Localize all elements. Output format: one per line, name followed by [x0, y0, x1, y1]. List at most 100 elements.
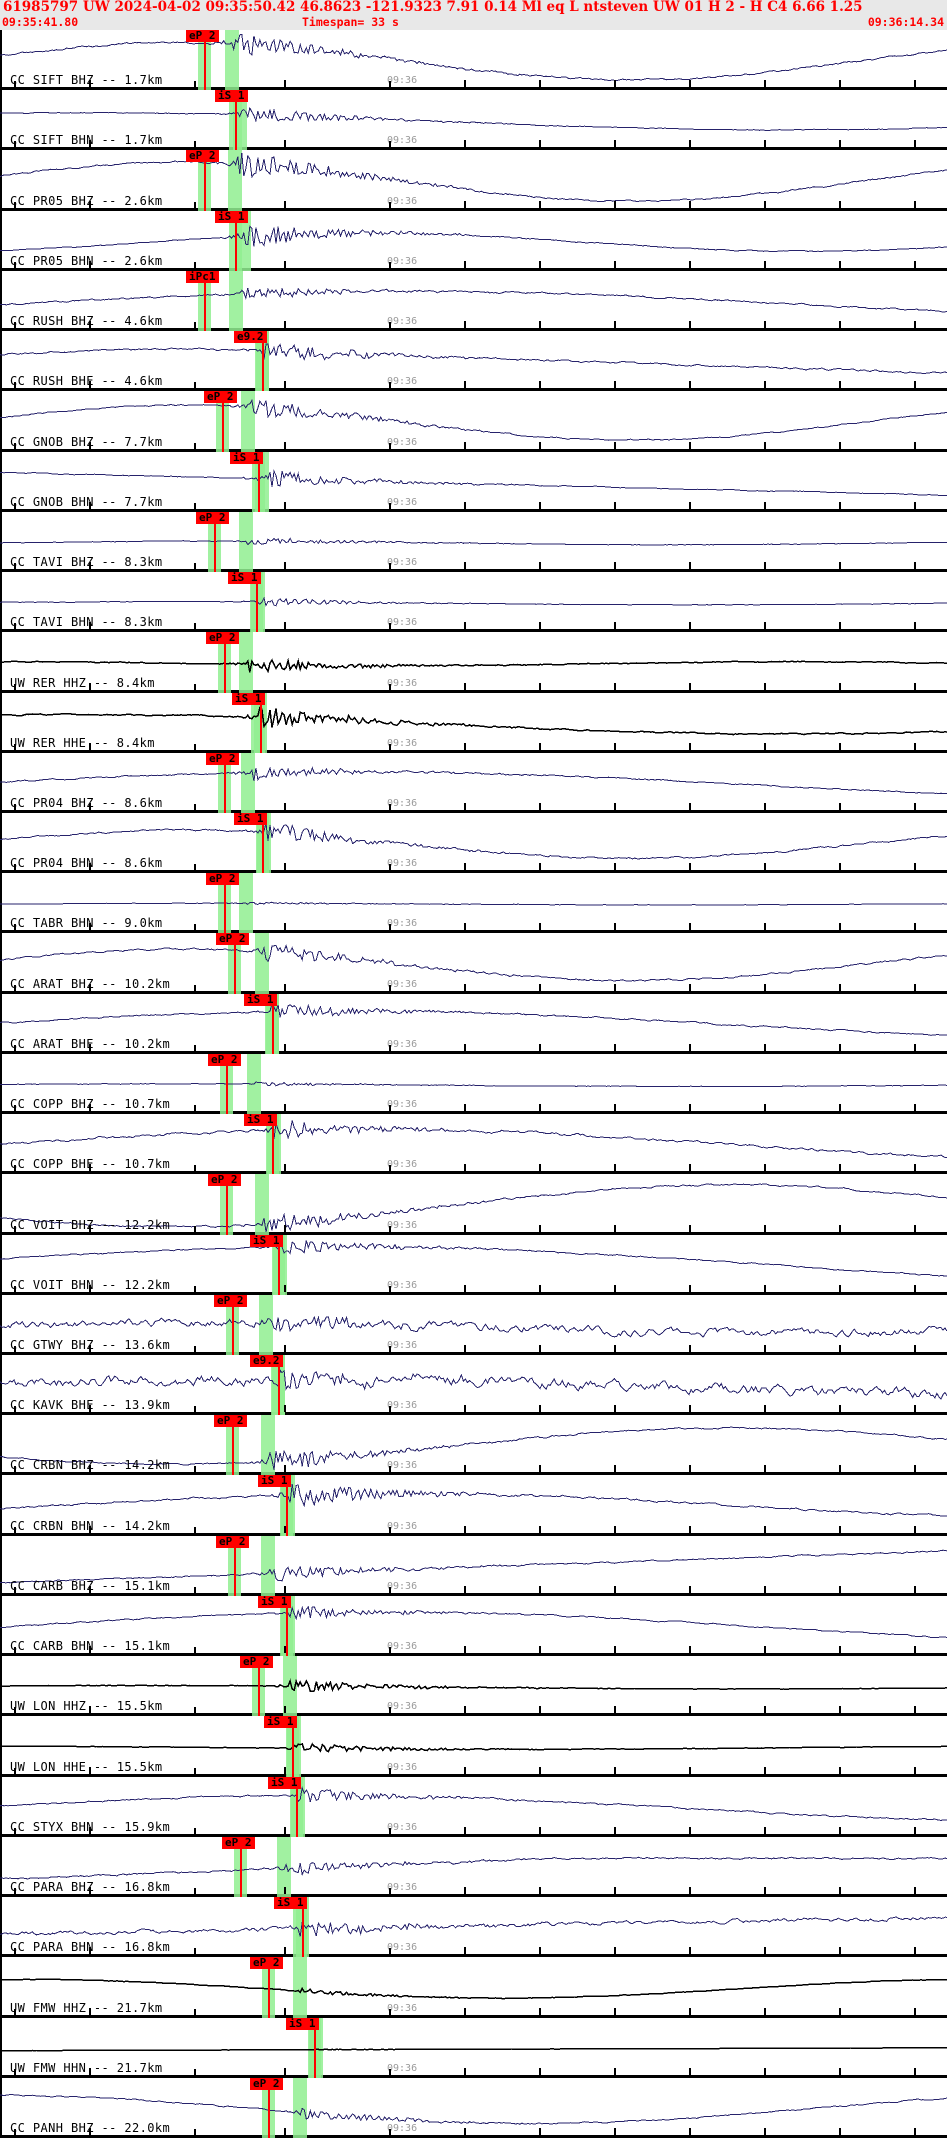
- channel-label[interactable]: UW RER HHE -- 8.4km: [10, 736, 155, 750]
- channel-label[interactable]: UW LON HHE -- 15.5km: [10, 1760, 163, 1774]
- trace-panel[interactable]: iS 1 09:36 CC PARA BHN -- 16.8km: [0, 1897, 947, 1957]
- trace-panel[interactable]: eP 2 09:36 CC CARB BHZ -- 15.1km: [0, 1536, 947, 1596]
- phase-pick-line[interactable]: [278, 1235, 280, 1295]
- phase-pick-label[interactable]: eP 2: [208, 1174, 241, 1186]
- phase-pick-label[interactable]: iS 1: [268, 1777, 301, 1789]
- channel-label[interactable]: CC RUSH BHZ -- 4.6km: [10, 314, 163, 328]
- phase-pick-line[interactable]: [258, 1656, 260, 1716]
- phase-pick-line[interactable]: [260, 693, 262, 753]
- channel-label[interactable]: CC GNOB BHZ -- 7.7km: [10, 435, 163, 449]
- phase-pick-line[interactable]: [224, 753, 226, 813]
- phase-pick-line[interactable]: [235, 211, 237, 271]
- phase-pick-label[interactable]: eP 2: [186, 30, 219, 42]
- phase-pick-label[interactable]: iS 1: [228, 572, 261, 584]
- phase-pick-line[interactable]: [268, 1957, 270, 2018]
- phase-pick-label[interactable]: iS 1: [258, 1596, 291, 1608]
- trace-panel[interactable]: eP 2 09:36 CC TABR BHN -- 9.0km: [0, 873, 947, 933]
- channel-label[interactable]: CC PR05 BHN -- 2.6km: [10, 254, 163, 268]
- phase-pick-line[interactable]: [268, 2078, 270, 2138]
- channel-label[interactable]: CC PR04 BHZ -- 8.6km: [10, 796, 163, 810]
- phase-pick-label[interactable]: eP 2: [240, 1656, 273, 1668]
- phase-pick-line[interactable]: [292, 1716, 294, 1777]
- phase-pick-label[interactable]: eP 2: [214, 1295, 247, 1307]
- channel-label[interactable]: CC TAVI BHZ -- 8.3km: [10, 555, 163, 569]
- phase-pick-label[interactable]: eP 2: [204, 391, 237, 403]
- phase-pick-line[interactable]: [262, 331, 264, 391]
- trace-panel[interactable]: iS 1 09:36 CC ARAT BHE -- 10.2km: [0, 994, 947, 1054]
- phase-pick-line[interactable]: [286, 1596, 288, 1656]
- trace-panel[interactable]: iS 1 09:36 CC PR04 BHN -- 8.6km: [0, 813, 947, 873]
- phase-pick-line[interactable]: [302, 1897, 304, 1957]
- trace-panel[interactable]: eP 2 09:36 CC PR05 BHZ -- 2.6km: [0, 150, 947, 211]
- phase-pick-label[interactable]: eP 2: [216, 1536, 249, 1548]
- phase-pick-line[interactable]: [224, 873, 226, 933]
- phase-pick-label[interactable]: eP 2: [214, 1415, 247, 1427]
- phase-pick-label[interactable]: eP 2: [206, 873, 239, 885]
- trace-panel[interactable]: eP 2 09:36 CC PANH BHZ -- 22.0km: [0, 2078, 947, 2138]
- channel-label[interactable]: CC PR05 BHZ -- 2.6km: [10, 194, 163, 208]
- phase-pick-label[interactable]: eP 2: [196, 512, 229, 524]
- phase-pick-label[interactable]: iS 1: [244, 994, 277, 1006]
- phase-pick-line[interactable]: [204, 30, 206, 90]
- phase-pick-label[interactable]: iS 1: [286, 2018, 319, 2030]
- phase-pick-label[interactable]: iS 1: [250, 1235, 283, 1247]
- trace-panel[interactable]: eP 2 09:36 CC GTWY BHZ -- 13.6km: [0, 1295, 947, 1355]
- channel-label[interactable]: UW LON HHZ -- 15.5km: [10, 1699, 163, 1713]
- trace-panel[interactable]: iS 1 09:36 CC GNOB BHN -- 7.7km: [0, 452, 947, 512]
- trace-panel[interactable]: e9.2 09:36 CC RUSH BHE -- 4.6km: [0, 331, 947, 391]
- trace-panel[interactable]: iS 1 09:36 CC COPP BHE -- 10.7km: [0, 1114, 947, 1174]
- phase-pick-label[interactable]: iS 1: [230, 452, 263, 464]
- phase-pick-label[interactable]: iPc1: [186, 271, 219, 283]
- phase-pick-line[interactable]: [240, 1837, 242, 1897]
- phase-pick-label[interactable]: eP 2: [186, 150, 219, 162]
- phase-pick-line[interactable]: [262, 813, 264, 873]
- phase-pick-line[interactable]: [232, 1415, 234, 1475]
- trace-panel[interactable]: eP 2 09:36 UW FMW HHZ -- 21.7km: [0, 1957, 947, 2018]
- trace-panel[interactable]: eP 2 09:36 CC SIFT BHZ -- 1.7km: [0, 30, 947, 90]
- trace-panel[interactable]: eP 2 09:36 CC CRBN BHZ -- 14.2km: [0, 1415, 947, 1475]
- phase-pick-label[interactable]: eP 2: [250, 2078, 283, 2090]
- trace-panel[interactable]: iS 1 09:36 CC TAVI BHN -- 8.3km: [0, 572, 947, 632]
- trace-panel[interactable]: iS 1 09:36 CC CARB BHN -- 15.1km: [0, 1596, 947, 1656]
- trace-panel[interactable]: eP 2 09:36 CC VOIT BHZ -- 12.2km: [0, 1174, 947, 1235]
- phase-pick-line[interactable]: [224, 632, 226, 693]
- phase-pick-line[interactable]: [296, 1777, 298, 1837]
- phase-pick-line[interactable]: [232, 1295, 234, 1355]
- phase-pick-label[interactable]: eP 2: [206, 632, 239, 644]
- trace-panel[interactable]: eP 2 09:36 CC ARAT BHZ -- 10.2km: [0, 933, 947, 994]
- channel-label[interactable]: CC TAVI BHN -- 8.3km: [10, 615, 163, 629]
- phase-pick-line[interactable]: [272, 994, 274, 1054]
- trace-panel[interactable]: iS 1 09:36 CC STYX BHN -- 15.9km: [0, 1777, 947, 1837]
- trace-panel[interactable]: e9.2 09:36 CC KAVK BHE -- 13.9km: [0, 1355, 947, 1415]
- trace-panel[interactable]: iS 1 09:36 UW LON HHE -- 15.5km: [0, 1716, 947, 1777]
- phase-pick-label[interactable]: iS 1: [244, 1114, 277, 1126]
- trace-panel[interactable]: eP 2 09:36 CC PR04 BHZ -- 8.6km: [0, 753, 947, 813]
- trace-panel[interactable]: eP 2 09:36 CC TAVI BHZ -- 8.3km: [0, 512, 947, 572]
- phase-pick-line[interactable]: [204, 150, 206, 211]
- phase-pick-label[interactable]: eP 2: [250, 1957, 283, 1969]
- phase-pick-label[interactable]: iS 1: [234, 813, 267, 825]
- channel-label[interactable]: UW FMW HHZ -- 21.7km: [10, 2001, 163, 2015]
- phase-pick-line[interactable]: [234, 933, 236, 994]
- phase-pick-line[interactable]: [234, 1536, 236, 1596]
- trace-panel[interactable]: eP 2 09:36 CC PARA BHZ -- 16.8km: [0, 1837, 947, 1897]
- trace-panel[interactable]: iS 1 09:36 UW FMW HHN -- 21.7km: [0, 2018, 947, 2078]
- phase-pick-label[interactable]: eP 2: [222, 1837, 255, 1849]
- phase-pick-line[interactable]: [214, 512, 216, 572]
- channel-label[interactable]: CC TABR BHN -- 9.0km: [10, 916, 163, 930]
- phase-pick-label[interactable]: eP 2: [216, 933, 249, 945]
- channel-label[interactable]: UW RER HHZ -- 8.4km: [10, 676, 155, 690]
- trace-panel[interactable]: eP 2 09:36 UW LON HHZ -- 15.5km: [0, 1656, 947, 1716]
- trace-panel[interactable]: iS 1 09:36 CC CRBN BHN -- 14.2km: [0, 1475, 947, 1536]
- channel-label[interactable]: CC RUSH BHE -- 4.6km: [10, 374, 163, 388]
- phase-pick-label[interactable]: iS 1: [258, 1475, 291, 1487]
- phase-pick-label[interactable]: iS 1: [215, 211, 248, 223]
- channel-label[interactable]: CC SIFT BHZ -- 1.7km: [10, 73, 163, 87]
- trace-panel[interactable]: eP 2 09:36 UW RER HHZ -- 8.4km: [0, 632, 947, 693]
- phase-pick-line[interactable]: [226, 1054, 228, 1114]
- trace-panel[interactable]: iPc1 09:36 CC RUSH BHZ -- 4.6km: [0, 271, 947, 331]
- phase-pick-line[interactable]: [258, 452, 260, 512]
- phase-pick-line[interactable]: [222, 391, 224, 452]
- phase-pick-line[interactable]: [314, 2018, 316, 2078]
- channel-label[interactable]: CC SIFT BHN -- 1.7km: [10, 133, 163, 147]
